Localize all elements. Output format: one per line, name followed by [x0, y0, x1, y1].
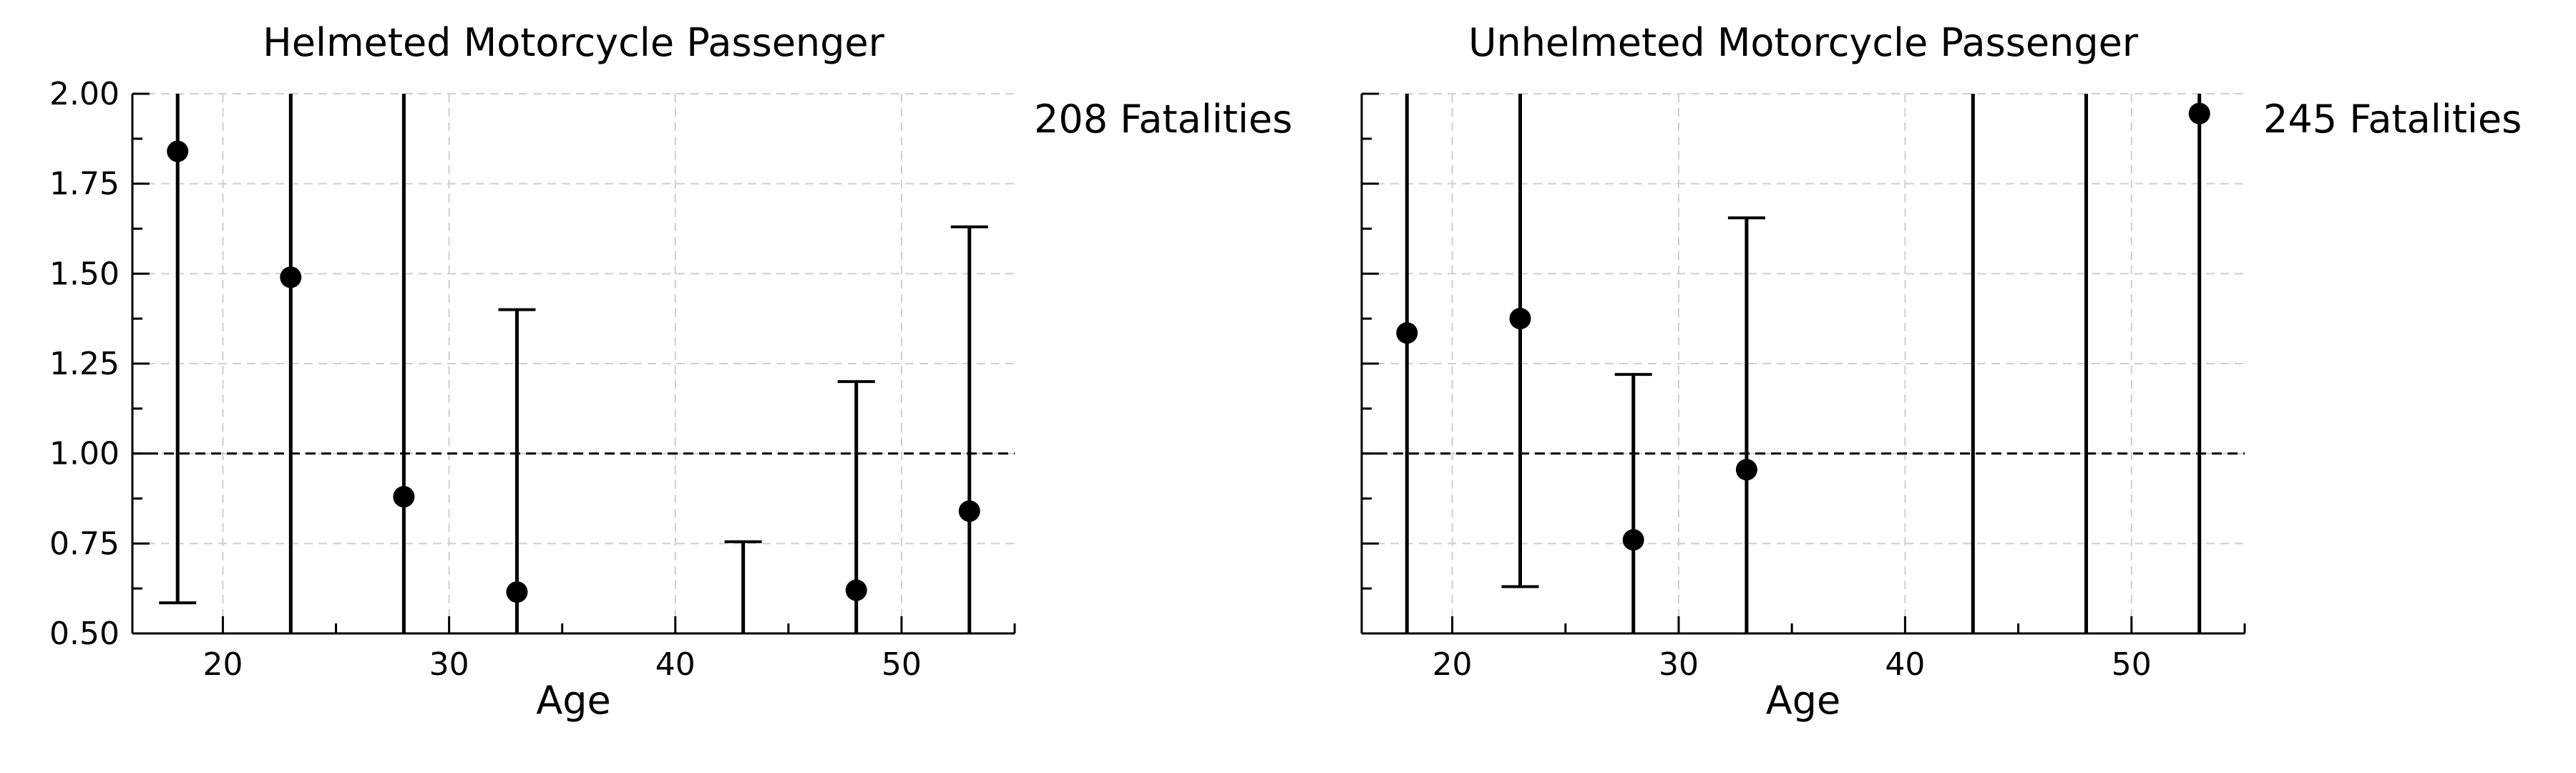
x-tick-label: 50 [2112, 646, 2152, 683]
data-point [506, 581, 528, 603]
y-tick-label: 1.25 [49, 346, 119, 382]
x-tick-label: 50 [882, 646, 922, 683]
x-axis-label: Age [1766, 678, 1840, 723]
y-tick-label: 1.75 [49, 166, 119, 203]
y-tick-label: 0.50 [49, 616, 119, 652]
x-tick-label: 30 [429, 646, 469, 683]
y-tick-label: 1.50 [49, 256, 119, 292]
data-marks [159, 94, 988, 633]
x-tick-label: 20 [1433, 646, 1473, 683]
chart-title: Unhelmeted Motorcycle Passenger [1468, 20, 2139, 65]
y-tick-label: 1.00 [49, 436, 119, 472]
x-tick-label: 40 [655, 646, 696, 683]
data-point [1735, 459, 1757, 481]
data-point [1396, 322, 1418, 344]
x-tick-label: 40 [1885, 646, 1925, 683]
data-point [845, 579, 867, 601]
data-point [958, 500, 980, 522]
chart-title: Helmeted Motorcycle Passenger [263, 20, 885, 65]
x-axis-label: Age [536, 678, 610, 723]
chart-panel-2: 20 30 40 50 Unhelmeted Motorcycle Passenger A… [1360, 20, 2522, 723]
fatalities-label: 245 Fatalities [2263, 97, 2522, 142]
data-marks [1396, 94, 2210, 633]
y-tick-label: 2.00 [49, 76, 119, 112]
x-tick-label: 20 [203, 646, 243, 683]
x-tick-label: 30 [1659, 646, 1699, 683]
y-tick-label: 0.75 [49, 525, 119, 562]
data-point [167, 140, 189, 162]
data-point [280, 266, 302, 288]
data-point [393, 485, 415, 507]
data-point [1622, 529, 1644, 551]
data-point [1509, 308, 1531, 330]
data-point [2188, 102, 2210, 125]
fatalities-label: 208 Fatalities [1034, 97, 1292, 142]
chart-panel-1: 0.50 0.75 1.00 1.25 1.50 1.75 2.00 20 30 40 50 Helm… [49, 20, 1292, 723]
